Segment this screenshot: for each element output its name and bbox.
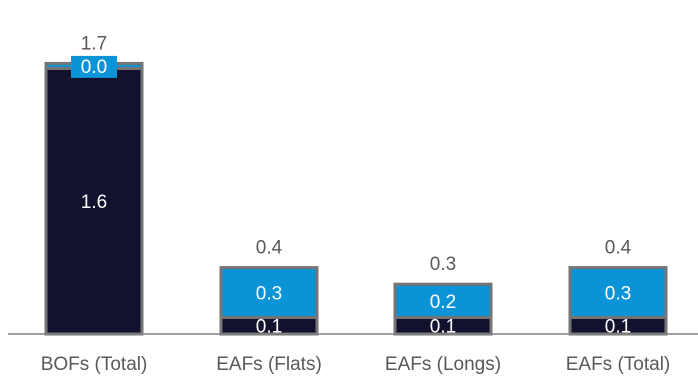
category-label-1: BOFs (Total) — [41, 354, 148, 375]
bar-value-label-top-2: 0.3 — [256, 284, 282, 305]
bar-segment-top-2 — [219, 266, 319, 319]
bars-group — [44, 61, 668, 336]
bar-total-label-3: 0.3 — [430, 254, 456, 275]
bar-value-label-bottom-4: 0.1 — [605, 317, 631, 338]
category-label-2: EAFs (Flats) — [216, 354, 322, 375]
bar-value-label-top-3: 0.2 — [430, 292, 456, 313]
bar-value-label-bottom-1: 1.6 — [81, 192, 107, 213]
bar-segment-top-3 — [393, 282, 493, 319]
bar-value-label-bg-1 — [71, 55, 117, 78]
bar-value-label-bottom-3: 0.1 — [430, 317, 456, 338]
category-label-4: EAFs (Total) — [566, 354, 671, 375]
bar-value-label-bottom-2: 0.1 — [256, 317, 282, 338]
bar-value-label-top-4: 0.3 — [605, 284, 631, 305]
bar-total-label-2: 0.4 — [256, 238, 283, 259]
bar-segment-bottom-1 — [44, 66, 144, 336]
bar-total-label-1: 1.7 — [81, 33, 107, 54]
category-label-3: EAFs (Longs) — [385, 354, 501, 375]
bar-value-label-top-1: 0.0 — [81, 57, 107, 78]
labels-group: 1.6 0.0 1.7 BOFs (Total) 0.1 0.3 0.4 EAFs (Flat… — [41, 33, 671, 375]
bar-segment-top-4 — [568, 266, 668, 319]
bar-total-label-4: 0.4 — [605, 238, 632, 259]
